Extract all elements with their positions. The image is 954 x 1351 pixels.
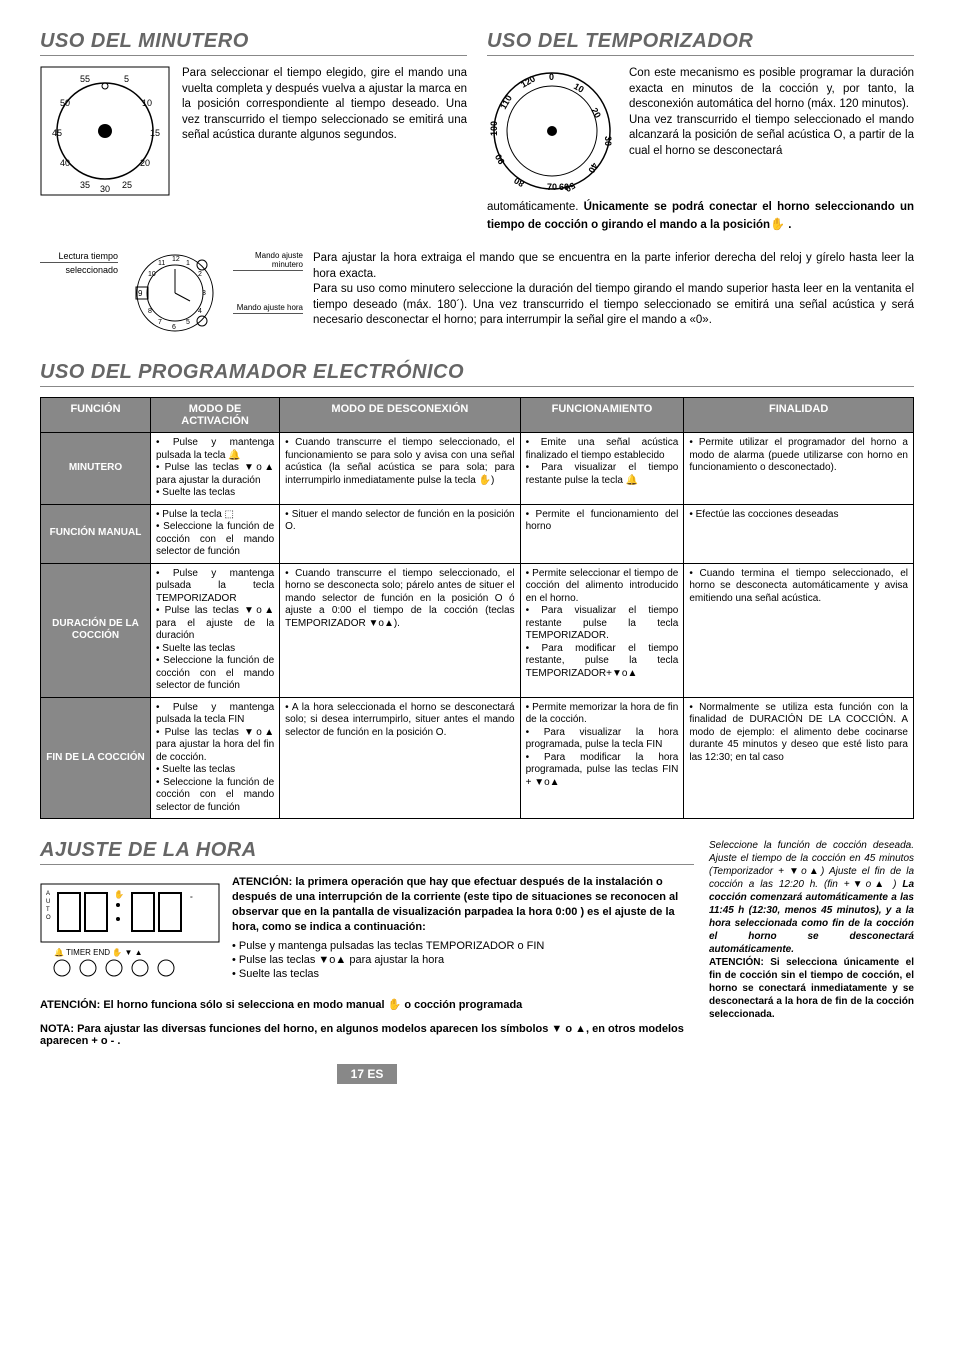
label-mando-hora: Mando ajuste hora <box>233 303 303 314</box>
svg-text:30: 30 <box>603 136 613 146</box>
heading-temporizador: USO DEL TEMPORIZADOR <box>487 30 914 56</box>
table-cell: • A la hora seleccionada el horno se des… <box>280 697 520 819</box>
svg-text:100: 100 <box>489 121 499 136</box>
row-head: MINUTERO <box>41 433 151 505</box>
temporizador-text: Con este mecanismo es posible programar … <box>629 66 914 159</box>
svg-text:O: O <box>46 915 51 921</box>
svg-text:15: 15 <box>150 128 160 138</box>
page-number: 17 ES <box>40 1067 694 1081</box>
heading-minutero: USO DEL MINUTERO <box>40 30 467 56</box>
minutero-dial: 555 5010 4515 4020 3525 30 <box>40 66 170 196</box>
th-funcion: FUNCIÓN <box>41 398 151 433</box>
row-head: FIN DE LA COCCIÓN <box>41 697 151 819</box>
svg-text:40: 40 <box>586 161 600 175</box>
row-head: FUNCIÓN MANUAL <box>41 504 151 563</box>
table-cell: • Cuando transcurre el tiempo selecciona… <box>280 563 520 697</box>
svg-text:60: 60 <box>559 182 569 192</box>
hand-icon: ✋ <box>770 216 785 232</box>
atencion-text: ATENCIÓN: la primera operación que hay q… <box>232 875 694 934</box>
svg-text:°: ° <box>190 895 193 903</box>
table-cell: • Pulse y mantenga pulsada la tecla TEMP… <box>151 563 280 697</box>
svg-text:20: 20 <box>589 106 603 120</box>
svg-text:8: 8 <box>148 308 152 315</box>
svg-text:10: 10 <box>148 271 156 278</box>
svg-text:12: 12 <box>172 256 180 263</box>
label-mando-minutero: Mando ajuste minutero <box>233 251 303 271</box>
svg-text:40: 40 <box>60 158 70 168</box>
heading-programador: USO DEL PROGRAMADOR ELECTRÓNICO <box>40 361 914 387</box>
svg-text:1: 1 <box>186 260 190 267</box>
digital-display: AUTO ✋ ° 🔔 TIMER END ✋ ▼ ▲ <box>40 883 220 978</box>
minutero-text: Para seleccionar el tiempo elegido, gire… <box>182 66 467 144</box>
table-cell: • Efectúe las cocciones deseadas <box>684 504 914 563</box>
svg-text:5: 5 <box>124 74 129 84</box>
svg-text:3: 3 <box>202 290 206 297</box>
svg-text:🔔 TIMER END ✋ ▼ ▲: 🔔 TIMER END ✋ ▼ ▲ <box>54 947 143 957</box>
svg-text:20: 20 <box>140 158 150 168</box>
temporizador-dial: 0 120 10 110 20 100 30 90 40 80 50 70 60 <box>487 66 617 196</box>
svg-text:70: 70 <box>547 182 557 192</box>
svg-text:2: 2 <box>198 271 202 278</box>
svg-text:U: U <box>46 899 50 905</box>
row-head: DURACIÓN DE LA COCCIÓN <box>41 563 151 697</box>
svg-text:30: 30 <box>100 184 110 194</box>
th-activacion: MODO DE ACTIVACIÓN <box>151 398 280 433</box>
temporizador-text-cont: automáticamente. Únicamente se podrá con… <box>487 200 914 233</box>
table-cell: • Permite utilizar el programador del ho… <box>684 433 914 505</box>
svg-text:9: 9 <box>138 289 143 298</box>
svg-text:45: 45 <box>52 128 62 138</box>
table-cell: • Permite seleccionar el tiempo de cocci… <box>520 563 684 697</box>
clock-paragraph: Para ajustar la hora extraiga el mando q… <box>313 251 914 329</box>
th-funcionamiento: FUNCIONAMIENTO <box>520 398 684 433</box>
table-cell: • Situer el mando selector de función en… <box>280 504 520 563</box>
heading-ajuste-hora: AJUSTE DE LA HORA <box>40 839 694 865</box>
nota: NOTA: Para ajustar las diversas funcione… <box>40 1023 694 1047</box>
svg-text:7: 7 <box>158 319 162 326</box>
ajuste-bullets: • Pulse y mantenga pulsadas las teclas T… <box>232 940 694 980</box>
th-desconexion: MODO DE DESCONEXIÓN <box>280 398 520 433</box>
table-cell: • Emite una señal acústica finalizado el… <box>520 433 684 505</box>
table-cell: • Normalmente se utiliza esta función co… <box>684 697 914 819</box>
svg-text:55: 55 <box>80 74 90 84</box>
svg-text:110: 110 <box>498 93 514 111</box>
svg-text:80: 80 <box>512 175 526 189</box>
table-cell: • Pulse y mantenga pulsada la tecla FIN … <box>151 697 280 819</box>
clock-dial: 9 1212 345 678 1110 <box>128 251 223 336</box>
svg-text:35: 35 <box>80 180 90 190</box>
svg-text:T: T <box>46 907 50 913</box>
table-cell: • Pulse y mantenga pulsada la tecla 🔔 • … <box>151 433 280 505</box>
label-lectura-tiempo: Lectura tiempo <box>40 251 118 263</box>
right-continuation: Seleccione la función de cocción deseada… <box>709 839 914 1021</box>
svg-text:10: 10 <box>142 98 152 108</box>
table-cell: • Cuando transcurre el tiempo selecciona… <box>280 433 520 505</box>
atencion2: ATENCIÓN: El horno funciona sólo si sele… <box>40 998 694 1011</box>
svg-text:50: 50 <box>60 98 70 108</box>
svg-text:0: 0 <box>549 72 554 82</box>
svg-text:25: 25 <box>122 180 132 190</box>
table-cell: • Permite memorizar la hora de fin de la… <box>520 697 684 819</box>
programmer-table: FUNCIÓN MODO DE ACTIVACIÓN MODO DE DESCO… <box>40 397 914 819</box>
svg-text:✋: ✋ <box>114 889 124 899</box>
svg-text:5: 5 <box>186 319 190 326</box>
svg-text:6: 6 <box>172 324 176 331</box>
svg-text:4: 4 <box>198 308 202 315</box>
svg-text:A: A <box>46 891 50 897</box>
table-cell: • Pulse la tecla ⬚ • Seleccione la funci… <box>151 504 280 563</box>
svg-text:11: 11 <box>158 260 165 267</box>
table-cell: • Permite el funcionamiento del horno <box>520 504 684 563</box>
th-finalidad: FINALIDAD <box>684 398 914 433</box>
table-cell: • Cuando termina el tiempo seleccionado,… <box>684 563 914 697</box>
